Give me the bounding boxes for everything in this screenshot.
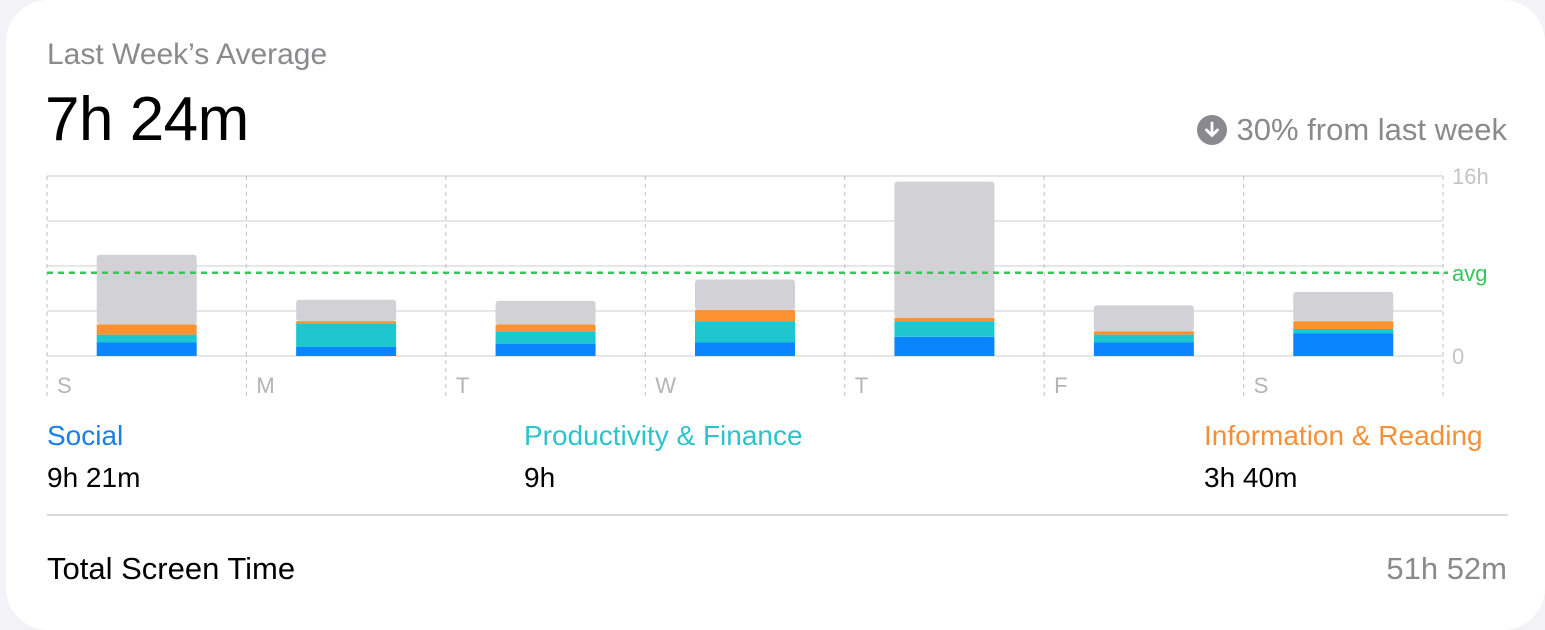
daily-average-value: 7h 24m xyxy=(45,85,249,154)
legend-value: 9h xyxy=(524,462,556,493)
bar-segment xyxy=(1093,342,1194,356)
bar-segment xyxy=(1293,333,1394,356)
legend-label: Information & Reading xyxy=(1204,420,1483,451)
bar-segment xyxy=(695,342,795,356)
total-screen-time-label[interactable]: Total Screen Time xyxy=(47,551,296,586)
divider xyxy=(47,514,1508,516)
bar-segment xyxy=(96,334,197,343)
chart-subtitle: Last Week’s Average xyxy=(47,38,328,71)
legend-information-reading[interactable]: Information & Reading 3h 40m xyxy=(1204,420,1483,494)
bar-segment xyxy=(1293,291,1394,322)
bar-segment xyxy=(1093,334,1194,343)
bar-segment xyxy=(96,254,197,325)
average-label: avg xyxy=(1452,261,1487,286)
bar-segment xyxy=(1293,329,1394,334)
total-screen-time-value: 51h 52m xyxy=(1386,551,1507,586)
weekly-change-text: 30% from last week xyxy=(1236,112,1508,147)
bar-segment xyxy=(894,321,995,337)
bar-segment xyxy=(695,279,795,310)
bar-segment xyxy=(96,342,197,356)
bar-segment xyxy=(296,323,397,347)
bar-segment xyxy=(894,317,995,322)
x-tick-label: F xyxy=(1054,373,1067,398)
x-tick-label: T xyxy=(456,373,469,398)
arrow-down-circle-icon xyxy=(1196,115,1227,145)
legend-label: Social xyxy=(47,420,124,451)
x-tick-label: W xyxy=(655,373,676,398)
bar-segment xyxy=(894,181,995,318)
x-tick-label: S xyxy=(1254,373,1269,398)
legend-label: Productivity & Finance xyxy=(524,420,803,451)
legend-value: 3h 40m xyxy=(1204,462,1298,493)
bar-segment xyxy=(96,324,197,335)
bar-segment xyxy=(296,299,397,322)
bar-segment xyxy=(495,324,596,332)
bar-segment xyxy=(296,321,397,324)
y-tick-label: 0 xyxy=(1452,344,1464,369)
y-tick-label: 16h xyxy=(1452,164,1489,189)
bar-segment xyxy=(894,336,995,356)
x-tick-label: S xyxy=(57,373,72,398)
bar-segment xyxy=(695,309,795,322)
legend-social[interactable]: Social 9h 21m xyxy=(47,420,140,494)
bar-segment xyxy=(1093,305,1194,332)
bar-segment xyxy=(695,321,795,343)
legend-value: 9h 21m xyxy=(47,462,141,493)
bar-segment xyxy=(495,331,596,344)
legend-productivity-finance[interactable]: Productivity & Finance 9h xyxy=(524,420,803,494)
x-tick-label: M xyxy=(256,373,274,398)
bar-segment xyxy=(495,300,596,325)
bar-segment xyxy=(495,343,596,356)
bar-segment xyxy=(1093,331,1194,335)
x-tick-label: T xyxy=(855,373,868,398)
weekly-change: 30% from last week xyxy=(1196,112,1508,148)
bar-segment xyxy=(1293,321,1394,329)
bar-segment xyxy=(296,347,397,356)
